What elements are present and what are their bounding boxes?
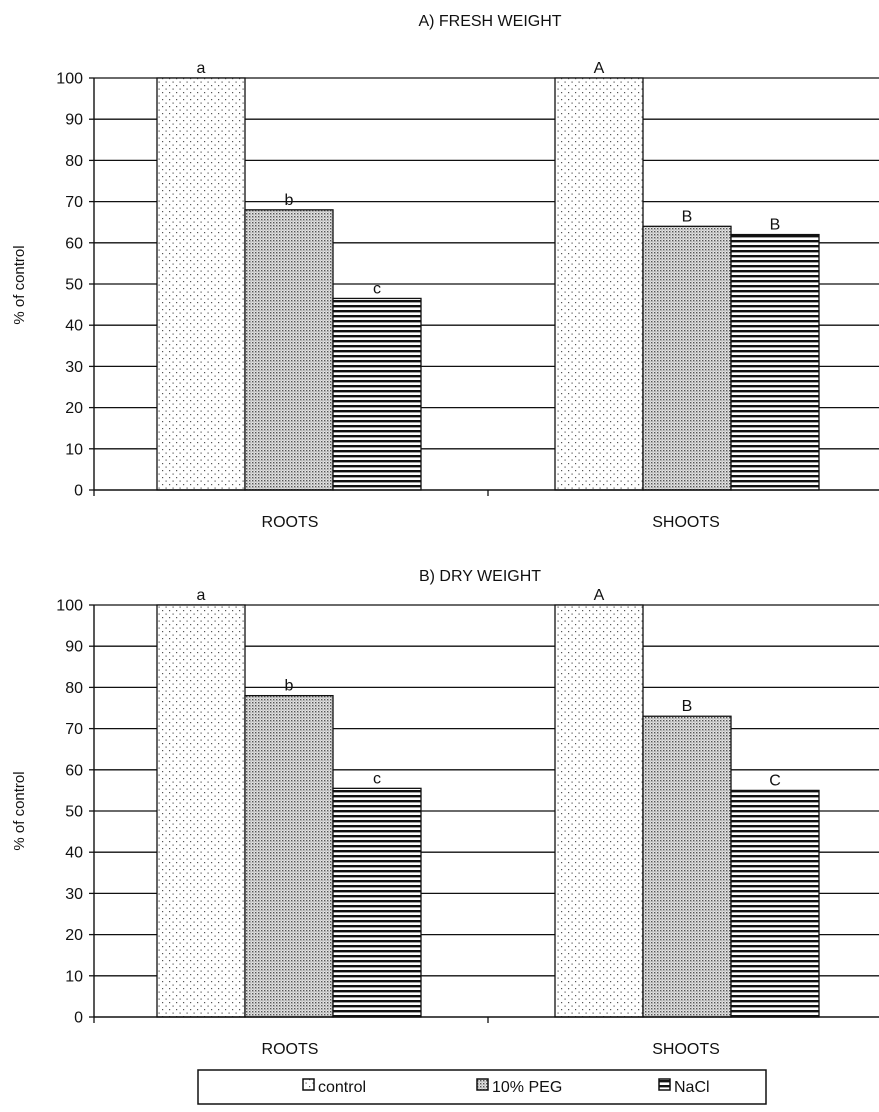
chart-b-data-label: C bbox=[769, 772, 781, 789]
chart-a-y-axis-label: % of control bbox=[11, 245, 28, 324]
legend-swatch-control bbox=[302, 1078, 315, 1091]
chart-a-bar-peg bbox=[642, 225, 732, 491]
chart-a-y-tick-label: 90 bbox=[65, 112, 83, 129]
chart-b-y-tick-label: 90 bbox=[65, 639, 83, 656]
chart-a-y-tick-label: 60 bbox=[65, 235, 83, 252]
chart-b-y-axis-label: % of control bbox=[11, 771, 28, 850]
chart-b-y-tick-label: 70 bbox=[65, 721, 83, 738]
chart-b-category-label: SHOOTS bbox=[652, 1041, 720, 1058]
chart-a-y-tick-label: 70 bbox=[65, 194, 83, 211]
chart-a-category-label: ROOTS bbox=[262, 514, 319, 531]
legend: control 10% PEG NaCl bbox=[197, 1069, 767, 1105]
chart-a-y-tick-label: 0 bbox=[74, 483, 83, 500]
chart-b-y-tick-label: 10 bbox=[65, 968, 83, 985]
chart-b-bar-control bbox=[554, 604, 644, 1018]
chart-b-bar-peg bbox=[244, 694, 334, 1018]
chart-a-data-label: c bbox=[373, 280, 381, 297]
chart-b-y-tick-label: 20 bbox=[65, 927, 83, 944]
chart-b-y-tick-label: 40 bbox=[65, 845, 83, 862]
chart-a-data-label: B bbox=[682, 208, 693, 225]
chart-a-y-tick-label: 80 bbox=[65, 153, 83, 170]
chart-a-bar-nacl bbox=[332, 297, 422, 491]
chart-a-data-label: b bbox=[285, 192, 294, 209]
chart-b-y-tick-label: 50 bbox=[65, 804, 83, 821]
chart-b-y-tick-label: 30 bbox=[65, 886, 83, 903]
chart-a-y-tick-label: 40 bbox=[65, 318, 83, 335]
chart-a-data-label: B bbox=[770, 217, 781, 234]
chart-a-y-tick-label: 20 bbox=[65, 400, 83, 417]
chart-b-y-tick-label: 0 bbox=[74, 1010, 83, 1027]
legend-label-control: control bbox=[318, 1079, 366, 1096]
chart-a-data-label: A bbox=[594, 60, 605, 77]
chart-b-data-label: c bbox=[373, 770, 381, 787]
chart-a-bar-peg bbox=[244, 209, 334, 491]
chart-a-category-label: SHOOTS bbox=[652, 514, 720, 531]
chart-b-data-label: a bbox=[197, 587, 206, 604]
chart-a-y-tick-label: 30 bbox=[65, 359, 83, 376]
chart-a-bar-control bbox=[156, 77, 246, 491]
chart-a-bar-nacl bbox=[730, 233, 820, 491]
chart-b-bar-peg bbox=[642, 715, 732, 1018]
chart-b-y-tick-label: 60 bbox=[65, 762, 83, 779]
legend-label-nacl: NaCl bbox=[674, 1079, 710, 1096]
chart-b-bar-nacl bbox=[332, 787, 422, 1018]
chart-b-bar-control bbox=[156, 604, 246, 1018]
chart-b-title: B) DRY WEIGHT bbox=[419, 568, 541, 585]
plot-layer: a Ab Bc B 0 10 20 30 40 50 60 70 80 90 100 a Ab Bc C 0 10 20 3… bbox=[56, 60, 879, 1027]
chart-a-y-tick-label: 50 bbox=[65, 277, 83, 294]
chart-a-bar-control bbox=[554, 77, 644, 491]
chart-b-data-label: A bbox=[594, 587, 605, 604]
legend-label-peg: 10% PEG bbox=[492, 1079, 562, 1096]
chart-b-data-label: B bbox=[682, 698, 693, 715]
chart-a-y-tick-label: 10 bbox=[65, 441, 83, 458]
chart-a-y-tick-label: 100 bbox=[56, 71, 83, 88]
legend-swatch-nacl bbox=[658, 1078, 671, 1091]
chart-b-data-label: b bbox=[285, 678, 294, 695]
chart-a-data-label: a bbox=[197, 60, 206, 77]
chart-b-bar-nacl bbox=[730, 789, 820, 1018]
chart-a-title: A) FRESH WEIGHT bbox=[418, 13, 561, 30]
chart-b-y-tick-label: 80 bbox=[65, 680, 83, 697]
chart-b-category-label: ROOTS bbox=[262, 1041, 319, 1058]
chart-b-y-tick-label: 100 bbox=[56, 598, 83, 615]
legend-swatch-peg bbox=[476, 1078, 489, 1091]
